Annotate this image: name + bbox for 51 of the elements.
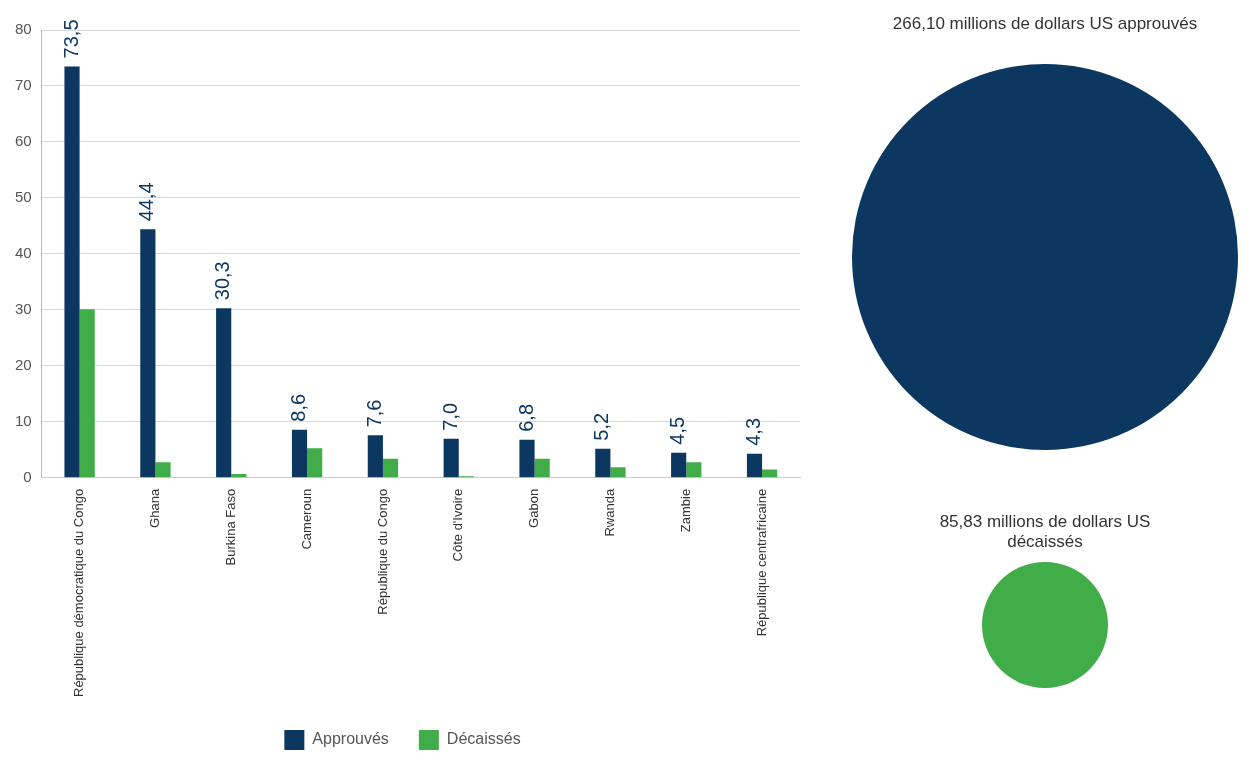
x-tick-label: Cameroun [298,488,314,550]
x-tick-label: Burkina Faso [222,488,238,566]
bar [443,438,459,478]
y-tick-label: 30 [15,300,32,318]
text: 266,10 millions de dollars US approuvés [891,14,1199,34]
data-label: 4,5 [666,416,689,445]
bar [79,309,95,478]
bar [610,467,626,478]
data-label: 7,0 [438,402,461,431]
data-label: 73,5 [59,19,82,59]
bar [291,429,308,478]
bar [307,448,323,478]
bar [671,452,687,478]
bar [155,462,171,478]
x-tick-label: République centrafricaine [753,488,769,637]
bar [595,448,611,478]
data-label: 5,2 [590,412,613,441]
x-tick-label: Côte d'Ivoire [450,488,466,562]
data-label: 44,4 [135,182,158,222]
x-tick-label: Ghana [147,488,163,528]
data-label: 4,3 [742,417,765,446]
bar [382,458,399,478]
y-tick-label: 80 [15,20,32,38]
y-tick-label: 50 [15,188,32,206]
bar [762,469,778,478]
x-tick-label: République du Congo [374,488,390,615]
bar [140,229,156,478]
y-tick-label: 10 [15,412,32,430]
bar [686,462,702,478]
y-tick-label: 40 [15,244,32,262]
data-label: 7,6 [362,399,385,428]
x-tick-label: Gabon [526,488,542,528]
legend-label: Décaissés [446,730,521,748]
data-label: 6,8 [514,403,537,432]
bar [216,308,232,478]
x-tick-label: Rwanda [602,488,617,537]
text: 85,83 millions de dollars US décaissés [938,512,1152,552]
data-label: 30,3 [211,261,234,301]
y-tick-label: 60 [15,132,32,150]
bar [746,453,763,478]
y-tick-label: 20 [15,356,32,374]
data-label: 8,6 [287,393,310,422]
y-tick-label: 70 [15,76,32,94]
legend-label: Approuvés [312,730,389,748]
bar [519,439,535,478]
bar [367,435,383,478]
bar [64,66,80,478]
x-tick-label: Zambie [677,488,693,533]
bar [534,458,550,478]
x-tick-label: République démocratique du Congo [71,488,87,698]
y-tick-label: 0 [23,467,32,485]
